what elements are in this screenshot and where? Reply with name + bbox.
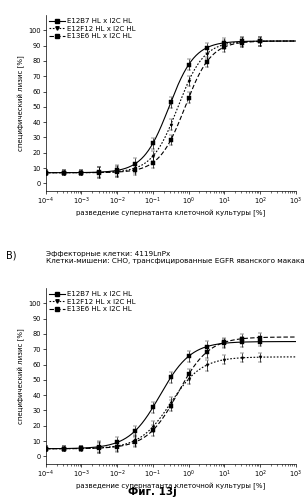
- Text: B): B): [6, 250, 16, 260]
- X-axis label: разведение супернатанта клеточной культуры [%]: разведение супернатанта клеточной культу…: [76, 210, 265, 217]
- Legend: E12B7 HL x I2C HL, E12F12 HL x I2C HL, E13E6 HL x I2C HL: E12B7 HL x I2C HL, E12F12 HL x I2C HL, E…: [49, 18, 136, 39]
- Text: Фиг. 13j: Фиг. 13j: [128, 487, 177, 497]
- Y-axis label: специфический лизис [%]: специфический лизис [%]: [18, 328, 26, 424]
- Text: Эффекторные клетки: 4119LnPx
Клетки-мишени: CHO, трансфицированные EGFR яванског: Эффекторные клетки: 4119LnPx Клетки-мише…: [46, 250, 304, 264]
- X-axis label: разведение супернатанта клеточной культуры [%]: разведение супернатанта клеточной культу…: [76, 483, 265, 490]
- Legend: E12B7 HL x I2C HL, E12F12 HL x I2C HL, E13E6 HL x I2C HL: E12B7 HL x I2C HL, E12F12 HL x I2C HL, E…: [49, 291, 136, 312]
- Y-axis label: специфический лизис [%]: специфический лизис [%]: [18, 55, 26, 151]
